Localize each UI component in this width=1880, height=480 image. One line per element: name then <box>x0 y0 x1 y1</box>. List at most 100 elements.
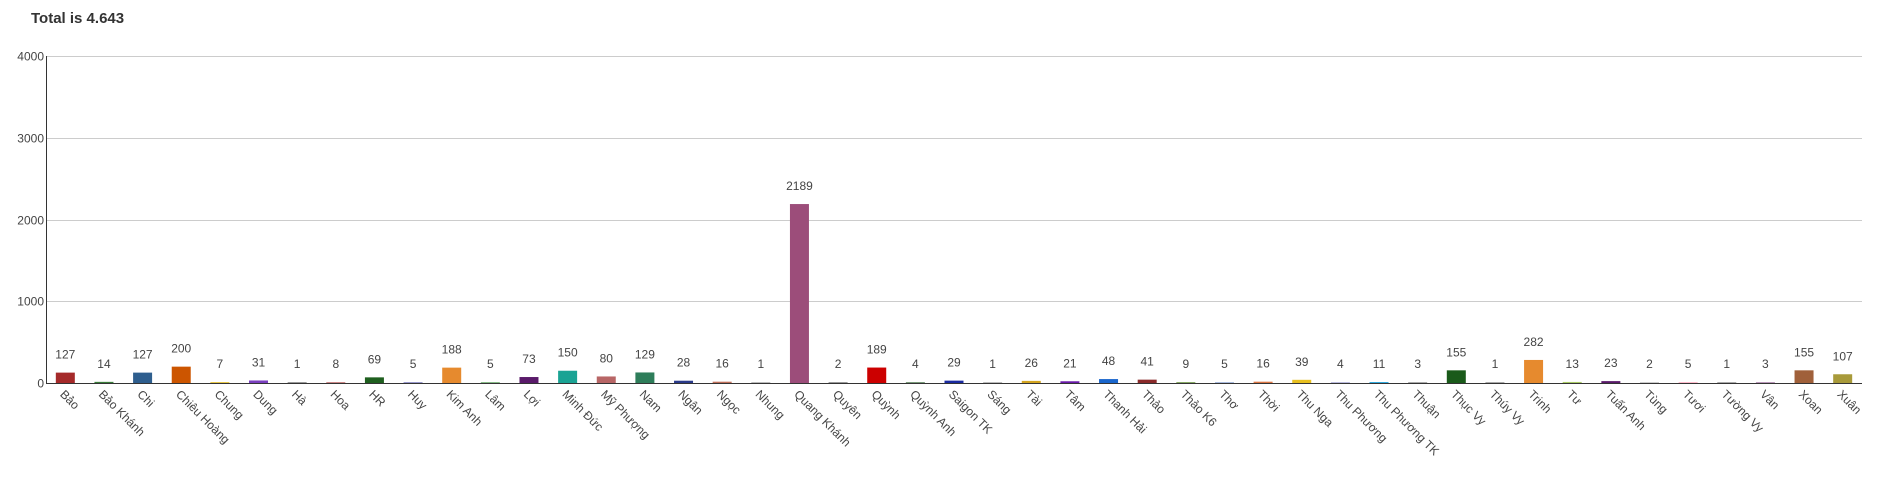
bar <box>596 376 616 383</box>
data-label: 129 <box>635 347 655 361</box>
data-label: 3 <box>1414 357 1421 371</box>
bar <box>1524 359 1544 383</box>
bar <box>403 382 423 383</box>
bar <box>249 380 269 383</box>
data-label: 21 <box>1063 356 1077 370</box>
bar <box>751 382 771 383</box>
data-label: 3 <box>1762 357 1769 371</box>
bar <box>1562 381 1582 383</box>
x-tick-label: Tài <box>1023 387 1045 409</box>
data-label: 188 <box>442 343 462 357</box>
bar <box>133 372 153 383</box>
x-tick-label: Xoan <box>1796 387 1826 417</box>
data-label: 28 <box>677 356 691 370</box>
bar <box>1446 370 1466 383</box>
bar <box>94 381 114 383</box>
bar <box>712 381 732 383</box>
bar <box>1755 382 1775 383</box>
data-label: 107 <box>1833 349 1853 363</box>
data-label: 13 <box>1566 357 1580 371</box>
bar <box>519 377 539 383</box>
x-tick-label: Vân <box>1757 387 1782 412</box>
y-tick-label: 4000 <box>17 50 44 64</box>
x-tick-label: Thuận <box>1410 387 1444 421</box>
bar <box>828 382 848 383</box>
x-tick-label: Hà <box>289 387 310 408</box>
data-label: 2 <box>1646 357 1653 371</box>
data-label: 5 <box>1685 357 1692 371</box>
data-label: 11 <box>1373 357 1386 371</box>
data-label: 26 <box>1025 356 1039 370</box>
data-label: 1 <box>1723 357 1730 371</box>
x-tick-label: Thục Vy <box>1448 387 1489 428</box>
data-label: 155 <box>1794 345 1814 359</box>
x-tick-label: HR <box>366 387 388 409</box>
bar <box>210 382 230 383</box>
x-tick-label: Lâm <box>482 387 508 413</box>
bar <box>944 380 964 383</box>
data-label: 200 <box>171 342 191 356</box>
bar <box>789 204 809 383</box>
data-label: 73 <box>522 352 536 366</box>
data-label: 29 <box>947 356 961 370</box>
bar <box>480 382 500 383</box>
x-tick-label: Minh Đức <box>559 387 606 434</box>
bar <box>1176 382 1196 383</box>
x-tick-label: Thời <box>1255 387 1282 414</box>
data-label: 4 <box>912 357 919 371</box>
data-label: 127 <box>55 348 75 362</box>
bar <box>287 382 307 383</box>
data-label: 23 <box>1604 356 1618 370</box>
x-tick-label: Kim Anh <box>444 387 486 429</box>
bar <box>442 367 462 383</box>
x-tick-label: Tươi <box>1680 387 1708 415</box>
bar <box>905 382 925 383</box>
bar <box>364 377 384 383</box>
bar <box>1639 382 1659 383</box>
x-tick-label: Hoa <box>328 387 354 413</box>
data-label: 9 <box>1182 357 1189 371</box>
x-tick-label: Huy <box>405 387 430 412</box>
data-label: 16 <box>715 357 729 371</box>
data-label: 1 <box>757 357 764 371</box>
x-tick-label: Thơ <box>1216 387 1241 412</box>
bar <box>674 380 694 383</box>
bar <box>1794 370 1814 383</box>
bar <box>635 372 655 383</box>
x-tick-label: Trinh <box>1525 387 1554 416</box>
data-label: 16 <box>1256 357 1270 371</box>
data-label: 7 <box>217 357 224 371</box>
bar <box>1099 379 1119 383</box>
x-tick-label: Ngọc <box>714 387 744 417</box>
bar <box>1330 382 1350 383</box>
data-label: 5 <box>1221 357 1228 371</box>
x-tick-label: Thảo <box>1139 387 1168 416</box>
bar <box>1485 382 1505 383</box>
data-label: 282 <box>1524 335 1544 349</box>
y-tick-label: 2000 <box>17 214 44 228</box>
x-tick-label: Lợi <box>521 387 543 409</box>
x-tick-label: Ngân <box>675 387 705 417</box>
x-tick-label: Chung <box>212 387 247 422</box>
data-label: 1 <box>1492 357 1499 371</box>
data-label: 14 <box>97 357 111 371</box>
x-tick-label: Quyên <box>830 387 865 422</box>
chart-title: Total is 4.643 <box>31 10 125 27</box>
data-label: 48 <box>1102 354 1116 368</box>
x-tick-label: Sáng <box>985 387 1015 417</box>
bar <box>1253 381 1273 383</box>
bar <box>1408 382 1428 383</box>
data-label: 155 <box>1446 345 1466 359</box>
data-label: 8 <box>332 357 339 371</box>
y-tick-label: 3000 <box>17 132 44 146</box>
data-label: 4 <box>1337 357 1344 371</box>
bar <box>1601 381 1621 383</box>
bar <box>1833 374 1853 383</box>
x-tick-label: Thúy Vy <box>1487 387 1528 428</box>
data-label: 127 <box>133 348 153 362</box>
data-label: 2189 <box>786 179 813 193</box>
bar <box>171 366 191 383</box>
x-tick-label: Bảo <box>57 387 82 412</box>
data-label: 1 <box>989 357 996 371</box>
